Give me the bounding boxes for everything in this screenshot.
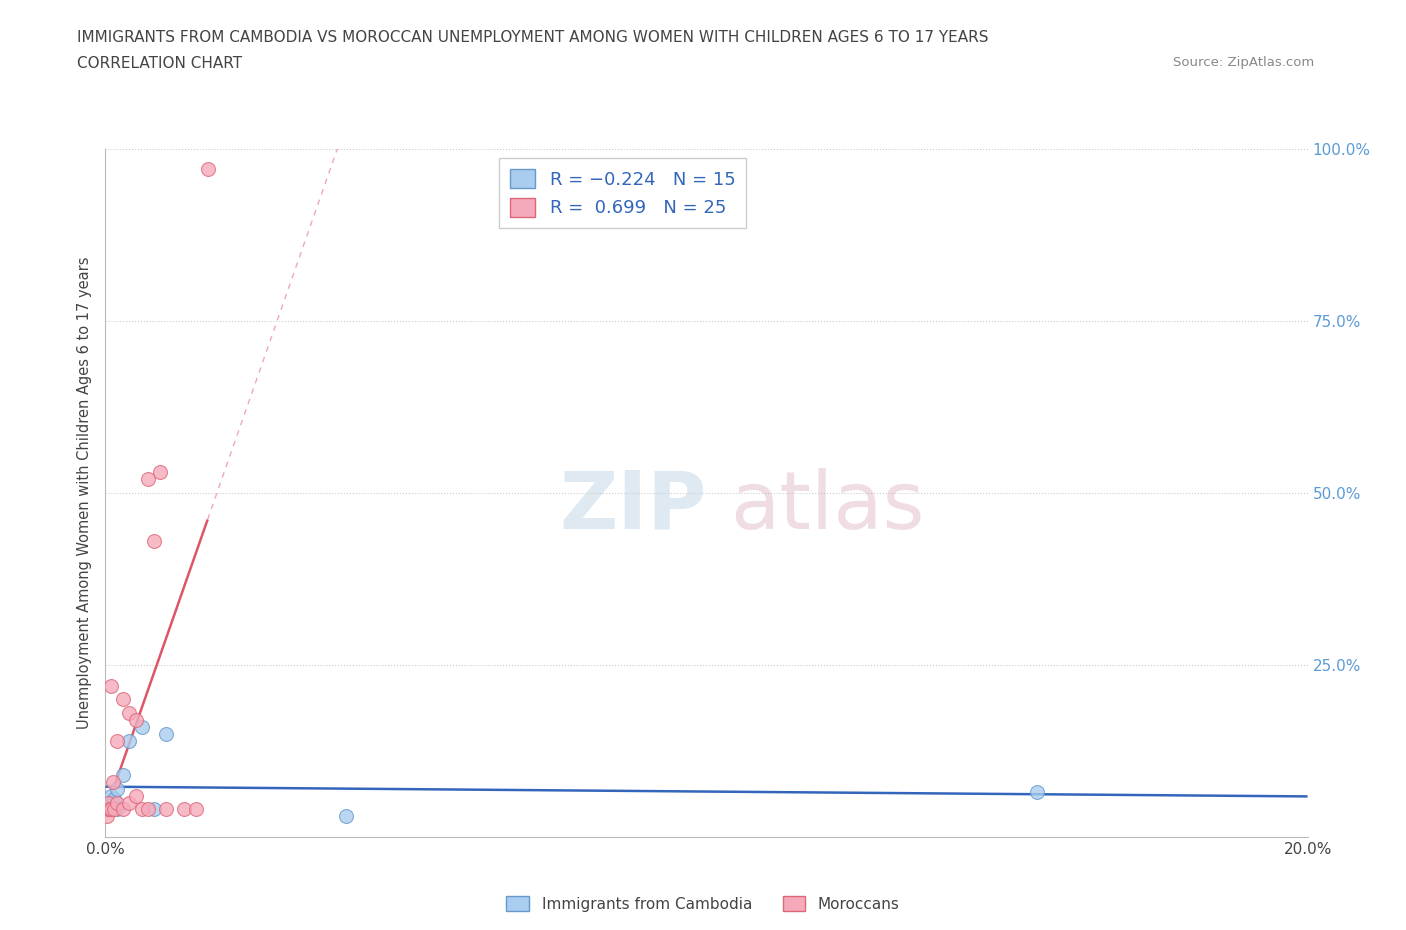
Point — [118, 706, 141, 721]
Point — [103, 791, 125, 806]
Point — [101, 795, 124, 810]
Point — [96, 809, 118, 824]
Point — [131, 802, 153, 817]
Point — [103, 802, 125, 817]
Point — [97, 795, 120, 810]
Text: IMMIGRANTS FROM CAMBODIA VS MOROCCAN UNEMPLOYMENT AMONG WOMEN WITH CHILDREN AGES: IMMIGRANTS FROM CAMBODIA VS MOROCCAN UNE… — [77, 30, 988, 45]
Point — [101, 775, 124, 790]
Point — [136, 472, 159, 486]
Point — [173, 802, 195, 817]
Point — [112, 802, 135, 817]
Point — [124, 789, 146, 804]
Point — [335, 809, 357, 824]
Text: atlas: atlas — [731, 468, 925, 546]
Point — [112, 767, 135, 782]
Point — [136, 802, 159, 817]
Text: Source: ZipAtlas.com: Source: ZipAtlas.com — [1174, 56, 1315, 69]
Point — [124, 712, 146, 727]
Legend: R = −0.224   N = 15, R =  0.699   N = 25: R = −0.224 N = 15, R = 0.699 N = 25 — [499, 158, 747, 228]
Point — [100, 802, 122, 817]
Legend: Immigrants from Cambodia, Moroccans: Immigrants from Cambodia, Moroccans — [501, 889, 905, 918]
Point — [142, 534, 165, 549]
Point — [98, 802, 121, 817]
Point — [100, 678, 122, 693]
Point — [112, 692, 135, 707]
Point — [97, 802, 120, 817]
Point — [98, 802, 121, 817]
Text: CORRELATION CHART: CORRELATION CHART — [77, 56, 242, 71]
Point — [100, 789, 122, 804]
Point — [1026, 785, 1049, 800]
Point — [107, 733, 129, 748]
Point — [142, 802, 165, 817]
Point — [107, 802, 129, 817]
Point — [118, 795, 141, 810]
Point — [107, 781, 129, 796]
Point — [197, 162, 219, 177]
Y-axis label: Unemployment Among Women with Children Ages 6 to 17 years: Unemployment Among Women with Children A… — [77, 257, 93, 729]
Point — [107, 795, 129, 810]
Point — [96, 795, 118, 810]
Point — [148, 465, 170, 480]
Point — [118, 733, 141, 748]
Text: ZIP: ZIP — [560, 468, 707, 546]
Point — [184, 802, 207, 817]
Point — [155, 802, 177, 817]
Point — [155, 726, 177, 741]
Point — [97, 802, 120, 817]
Point — [131, 720, 153, 735]
